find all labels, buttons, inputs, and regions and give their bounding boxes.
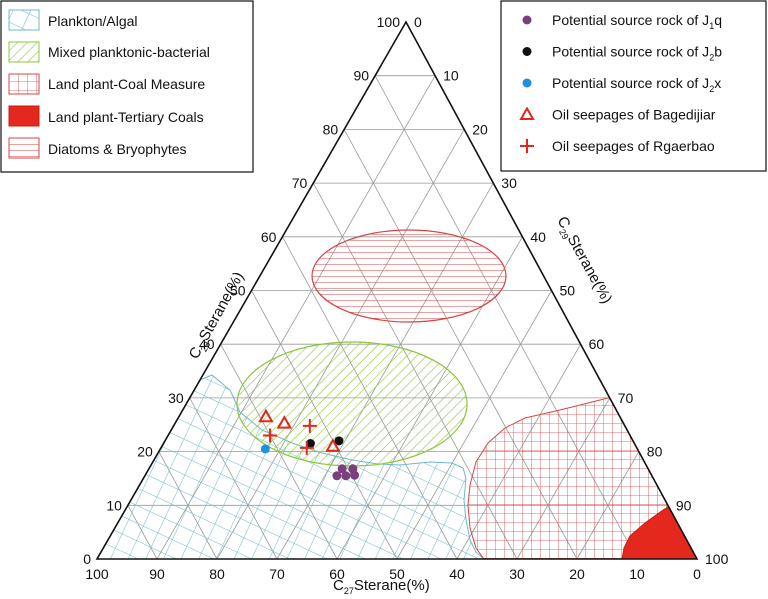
bottom-tick-label: 30 [509,566,525,582]
region-layer [97,229,697,559]
legend-label-mixed: Mixed planktonic-bacterial [48,44,210,60]
right-tick-label: 100 [705,551,729,567]
right-tick-label: 30 [501,175,517,191]
sample-legend-label: Potential source rock of J2x [552,75,721,94]
data-point [305,439,315,449]
sample-legend-label: Oil seepages of Rgaerbao [552,138,715,154]
right-tick-label: 50 [560,283,576,299]
sample-legend: Potential source rock of J1q Potential so… [500,0,767,172]
legend-marker-triangle-icon [519,106,535,120]
legend-marker-plus-icon [520,139,534,153]
region-legend-frame [0,0,254,173]
left-tick-label: 70 [292,175,308,191]
region-diatoms-bryophytes [311,229,507,323]
data-point [263,428,278,443]
data-point [260,444,270,454]
region-plankton-algal [97,374,486,559]
region-legend: Plankton/Algal Mixed planktonic-bacteria… [0,0,254,173]
left-tick-label: 10 [106,497,122,513]
bottom-tick-label: 50 [389,566,405,582]
legend-swatch-coal-measure [8,73,40,95]
right-tick-label: 80 [647,444,663,460]
legend-swatch-plankton [8,9,40,31]
right-tick-label: 70 [618,390,634,406]
sample-legend-frame [500,0,767,172]
bottom-tick-label: 100 [85,566,109,582]
right-tick-label: 0 [414,14,422,30]
legend-label-plankton: Plankton/Algal [48,13,138,29]
right-tick-label: 10 [443,68,459,84]
left-axis-ticks: 0 10 20 30 40 50 60 70 80 90 100 [83,14,400,567]
bottom-tick-label: 90 [149,566,165,582]
data-point [276,415,293,429]
right-tick-label: 60 [589,336,605,352]
data-point [258,408,274,423]
bottom-tick-label: 70 [269,566,285,582]
legend-marker-circle-icon [522,47,532,56]
right-axis-ticks: 0 10 20 30 40 50 60 70 80 90 100 [414,14,729,567]
data-point [337,464,347,474]
left-tick-label: 100 [377,14,401,30]
sample-legend-label: Potential source rock of J1q [552,12,722,31]
ternary-frame [95,20,699,560]
bottom-tick-label: 60 [329,566,345,582]
legend-swatch-diatoms [8,137,40,159]
bottom-tick-label: 0 [693,566,701,582]
data-point [341,471,351,481]
bottom-tick-label: 80 [209,566,225,582]
legend-swatch-tertiary-coals [8,105,40,127]
bottom-tick-label: 10 [629,566,645,582]
data-point [348,464,358,474]
bottom-tick-label: 40 [449,566,465,582]
right-tick-label: 90 [676,497,692,513]
bottom-tick-label: 20 [569,566,585,582]
legend-label-coal-measure: Land plant-Coal Measure [48,76,205,92]
region-mixed-planktonic-bacterial [236,341,468,467]
left-tick-label: 90 [354,68,370,84]
left-tick-label: 60 [261,229,277,245]
right-tick-label: 20 [472,121,488,137]
left-tick-label: 40 [199,336,215,352]
sample-legend-label: Oil seepages of Bagedijiar [552,107,716,123]
sample-legend-label: Potential source rock of J2b [552,44,722,63]
data-point [334,436,344,446]
legend-swatch-mixed [8,41,40,63]
left-tick-label: 20 [137,444,153,460]
legend-label-tertiary-coals: Land plant-Tertiary Coals [48,109,204,125]
data-point [299,440,314,455]
data-point [332,471,342,481]
left-tick-label: 0 [83,551,91,567]
left-tick-label: 30 [168,390,184,406]
bottom-axis-label: C27Sterane(%) [333,577,430,596]
legend-marker-circle-icon [522,78,532,88]
left-tick-label: 50 [230,283,246,299]
legend-label-diatoms: Diatoms & Bryophytes [48,141,187,157]
data-points [258,408,360,481]
left-tick-label: 80 [323,121,339,137]
legend-marker-circle-icon [522,15,532,25]
data-point [302,418,317,433]
bottom-axis-ticks: 100 90 80 70 60 50 40 30 20 10 0 [85,566,701,582]
data-point [325,438,341,452]
right-tick-label: 40 [530,229,546,245]
